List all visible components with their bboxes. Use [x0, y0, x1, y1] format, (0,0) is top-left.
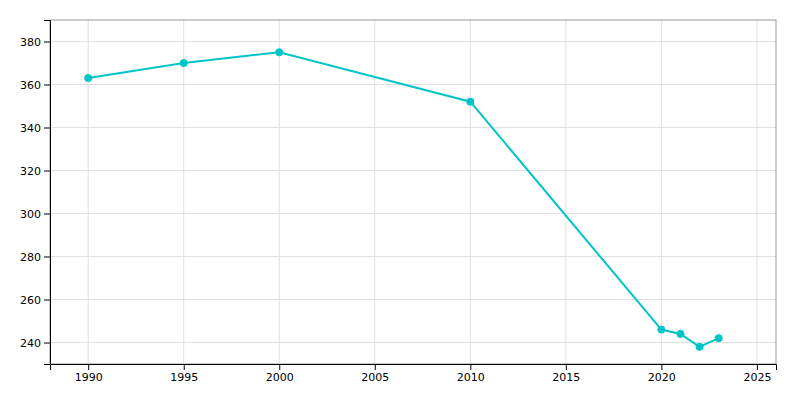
grid-line-y — [50, 213, 776, 214]
tick-label: 260 — [20, 294, 41, 307]
tick-label: 2025 — [743, 371, 771, 384]
grid-line-x — [470, 20, 471, 364]
tick-label: 2015 — [552, 371, 580, 384]
y-axis: 240 260 280 300 320 340 360 380 — [20, 21, 51, 365]
tick: 2025 — [743, 364, 771, 384]
tick: 380 — [20, 36, 50, 49]
tick-mark — [44, 85, 50, 86]
grid-line-x — [565, 20, 566, 364]
tick-mark — [566, 364, 567, 370]
tick-mark — [757, 364, 758, 370]
tick-label: 1990 — [75, 371, 103, 384]
tick: 340 — [20, 122, 50, 135]
tick: 300 — [20, 208, 50, 221]
tick-mark — [470, 364, 471, 370]
plot-frame — [50, 20, 776, 364]
point — [677, 330, 684, 337]
tick-label: 360 — [20, 79, 41, 92]
grid-line-x — [279, 20, 280, 364]
tick-label: 380 — [20, 36, 41, 49]
point — [276, 49, 283, 56]
tick-label: 280 — [20, 251, 41, 264]
tick-mark — [44, 214, 50, 215]
grid-line-y — [50, 127, 776, 128]
tick-mark — [661, 364, 662, 370]
grid-line-x — [374, 20, 375, 364]
tick-mark — [44, 171, 50, 172]
tick: 360 — [20, 79, 50, 92]
point — [715, 335, 722, 342]
grid-line-x — [183, 20, 184, 364]
grid-line-x — [88, 20, 89, 364]
grid — [50, 20, 776, 364]
tick-mark — [44, 257, 50, 258]
grid-line-y — [50, 342, 776, 343]
grid-line-x — [661, 20, 662, 364]
tick-label: 2010 — [457, 371, 485, 384]
tick-label: 2020 — [648, 371, 676, 384]
point — [180, 59, 187, 66]
tick-label: 320 — [20, 165, 41, 178]
tick-mark — [184, 364, 185, 370]
tick: 1990 — [75, 364, 103, 384]
series — [85, 49, 723, 351]
x-axis: 1990 1995 2000 2005 2010 2015 2020 2025 — [51, 364, 777, 384]
point — [85, 74, 92, 81]
tick: 2005 — [361, 364, 389, 384]
tick-label: 2005 — [361, 371, 389, 384]
grid-line-y — [50, 256, 776, 257]
tick-label: 2000 — [266, 371, 294, 384]
tick-mark — [44, 343, 50, 344]
point — [658, 326, 665, 333]
tick: 240 — [20, 337, 50, 350]
tick-mark — [44, 300, 50, 301]
plot-area: 1990 1995 2000 2005 2010 2015 2020 2025 240 260 28… — [20, 20, 777, 384]
chart-container: 1990 1995 2000 2005 2010 2015 2020 2025 240 260 28… — [0, 0, 800, 400]
grid-line-y — [50, 170, 776, 171]
tick-mark — [375, 364, 376, 370]
tick: 280 — [20, 251, 50, 264]
grid-line-x — [756, 20, 757, 364]
axis-line — [51, 365, 777, 371]
tick-label: 1995 — [170, 371, 198, 384]
line — [88, 52, 718, 347]
tick: 260 — [20, 294, 50, 307]
tick: 2000 — [266, 364, 294, 384]
tick: 2020 — [648, 364, 676, 384]
point — [467, 98, 474, 105]
tick-label: 300 — [20, 208, 41, 221]
tick: 1995 — [170, 364, 198, 384]
tick-label: 240 — [20, 337, 41, 350]
tick: 2015 — [552, 364, 580, 384]
grid-line-y — [50, 41, 776, 42]
tick-mark — [279, 364, 280, 370]
grid-line-y — [50, 84, 776, 85]
chart-svg: 1990 1995 2000 2005 2010 2015 2020 2025 240 260 28… — [0, 0, 800, 400]
tick-mark — [44, 42, 50, 43]
tick-label: 340 — [20, 122, 41, 135]
grid-line-y — [50, 299, 776, 300]
tick-mark — [88, 364, 89, 370]
tick: 2010 — [457, 364, 485, 384]
tick-mark — [44, 128, 50, 129]
point — [696, 343, 703, 350]
tick: 320 — [20, 165, 50, 178]
axis-line — [44, 21, 51, 365]
